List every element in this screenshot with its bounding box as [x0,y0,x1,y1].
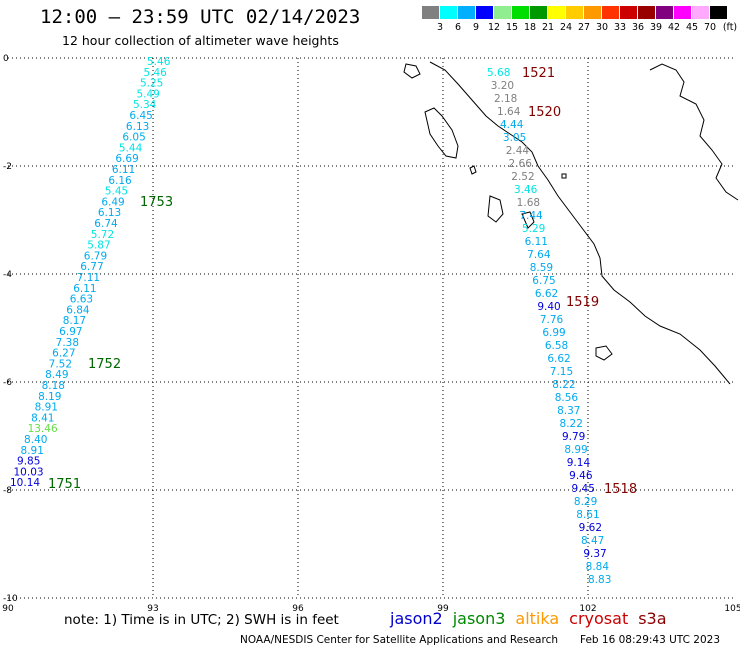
wave-height-value: 6.62 [535,288,558,300]
pass-number-label: 1751 [48,477,81,492]
wave-height-value: 5.68 [487,67,510,79]
coastline [404,62,738,384]
wave-height-value: 9.40 [537,301,560,313]
wave-height-value: 2.44 [506,145,530,157]
wave-height-value: 2.18 [494,93,517,105]
wave-height-value: 6.11 [525,236,548,248]
legend-item: s3a [638,609,666,628]
island-small-1 [470,166,476,174]
lat-tick-label: -2 [3,162,12,172]
credit-line: NOAA/NESDIS Center for Satellite Applica… [240,634,558,646]
wave-height-value: 9.37 [583,548,606,560]
wave-height-value: 6.75 [532,275,555,287]
wave-height-value: 7.15 [550,366,573,378]
coastline-east-shore [650,64,738,200]
lat-tick-label: 0 [3,54,9,64]
lat-tick-label: -6 [3,378,12,388]
pass-number-label: 1752 [88,357,121,372]
legend-item: altika [515,609,559,628]
wave-height-value: 9.62 [579,522,602,534]
wave-height-value: 8.61 [576,509,599,521]
wave-height-value: 7.44 [519,210,543,222]
wave-height-value: 8.37 [557,405,580,417]
wave-height-value: 6.99 [542,327,565,339]
pass-number-label: 1753 [140,195,173,210]
lat-tick-label: -4 [3,270,12,280]
track-east: 5.683.202.181.644.443.052.442.662.523.46… [487,67,611,586]
wave-height-value: 8.56 [555,392,579,404]
wave-height-value: 8.84 [586,561,610,573]
wave-height-value: 3.20 [491,80,514,92]
map-grid: 90 93 96 99 102 105 0 -2 -4 -6 -8 -10 [2,54,740,614]
wave-height-value: 7.64 [527,249,551,261]
wave-height-value: 5.29 [522,223,545,235]
pass-number-label: 1520 [528,105,561,120]
legend-item: jason2 [390,609,443,628]
wave-height-value: 8.83 [588,574,611,586]
island-borneo-west [425,108,458,158]
wave-height-value: 4.44 [500,119,524,131]
pass-number-label: 1518 [604,482,637,497]
satellite-legend: jason2 jason3 altika cryosat s3a [390,609,677,628]
island-bangka [488,196,503,222]
lat-tick-label: -10 [3,594,18,604]
lon-tick-label: 90 [2,604,14,614]
wave-height-value: 8.99 [564,444,587,456]
wave-height-value: 3.46 [514,184,538,196]
track-west: 5.465.465.255.495.346.456.136.055.446.69… [10,56,171,489]
wave-height-value: 8.22 [552,379,575,391]
footer-note: note: 1) Time is in UTC; 2) SWH is in fe… [64,612,339,628]
coastline-mainland [430,62,730,384]
pass-number-label: 1521 [522,66,555,81]
wave-height-value: 2.52 [511,171,534,183]
wave-height-value: 1.68 [517,197,540,209]
island-small-2 [562,174,566,178]
pass-number-label: 1519 [566,295,599,310]
generated-timestamp: Feb 16 08:29:43 UTC 2023 [580,634,720,646]
wave-height-value: 8.47 [581,535,604,547]
island-sumatra-north [404,64,420,78]
wave-height-value: 3.05 [503,132,526,144]
wave-height-value: 2.66 [509,158,533,170]
island-java-small [596,346,612,360]
wave-height-value: 9.45 [572,483,595,495]
wave-height-value: 9.46 [569,470,593,482]
wave-height-value: 6.62 [547,353,570,365]
lon-tick-label: 105 [724,604,740,614]
wave-height-value: 7.76 [540,314,564,326]
legend-item: jason3 [453,609,506,628]
wave-height-value: 8.29 [574,496,597,508]
wave-height-value: 8.22 [560,418,583,430]
wave-height-value: 9.14 [567,457,591,469]
wave-height-value: 6.58 [545,340,568,352]
wave-height-value: 10.14 [10,477,40,489]
wave-height-value: 9.79 [562,431,585,443]
wave-height-value: 8.59 [530,262,553,274]
wave-height-value: 1.64 [497,106,521,118]
legend-item: cryosat [569,609,628,628]
